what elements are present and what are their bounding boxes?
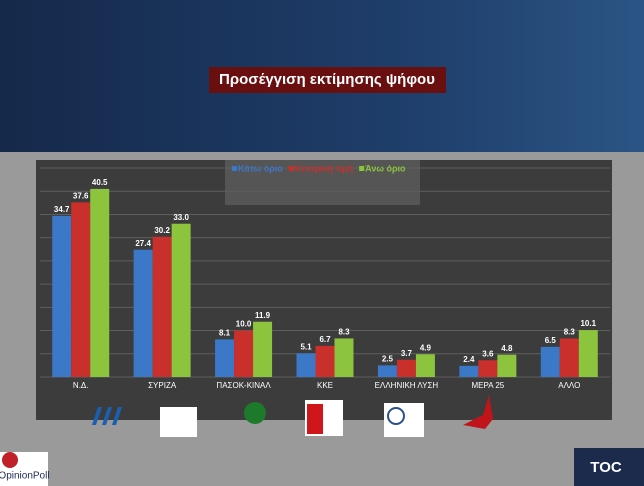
x-tick-label: ΜΕΡΑ 25 — [471, 381, 504, 390]
bar — [377, 365, 397, 377]
bar — [71, 202, 91, 377]
x-tick-label: ΕΛΛΗΝΙΚΗ ΛΥΣΗ — [375, 381, 439, 390]
legend-swatch — [288, 166, 294, 171]
value-label: 34.7 — [54, 205, 70, 214]
bar — [315, 345, 335, 377]
logo-syriza — [160, 407, 197, 437]
value-label: 10.0 — [236, 320, 252, 329]
bar — [396, 359, 416, 377]
title-box — [209, 67, 446, 93]
bar — [133, 249, 153, 377]
pollster-mark — [2, 452, 18, 468]
value-label: 11.9 — [255, 311, 271, 320]
logos — [92, 395, 493, 437]
bar — [578, 330, 598, 377]
value-label: 40.5 — [92, 178, 108, 187]
logo-el-mark — [387, 407, 405, 425]
bar — [52, 215, 72, 377]
bar — [497, 354, 517, 377]
logo-nd — [92, 407, 122, 425]
value-label: 4.9 — [420, 343, 432, 352]
logo-mera25 — [463, 395, 493, 429]
value-label: 6.5 — [545, 336, 557, 345]
value-label: 27.4 — [135, 239, 151, 248]
value-label: 2.4 — [463, 355, 475, 364]
value-label: 10.1 — [580, 319, 596, 328]
bar — [152, 236, 172, 377]
value-label: 6.7 — [319, 335, 331, 344]
bar — [171, 223, 191, 377]
value-label: 3.6 — [482, 349, 494, 358]
x-tick-label: Ν.Δ. — [73, 381, 89, 390]
bar — [334, 338, 354, 377]
logo-pasok — [244, 402, 266, 424]
value-label: 8.3 — [338, 328, 350, 337]
value-label: 30.2 — [154, 226, 170, 235]
value-label: 33.0 — [173, 213, 189, 222]
bar — [215, 339, 235, 377]
channel-logo — [574, 448, 644, 486]
legend-swatch — [359, 166, 365, 171]
legend-swatch — [232, 166, 237, 171]
bar — [415, 354, 435, 377]
logo-kke — [307, 404, 323, 434]
chart-title: Προσέγγιση εκτίμησης ψήφου — [219, 71, 435, 88]
value-label: 8.1 — [219, 328, 231, 337]
bar — [234, 330, 254, 377]
x-tick-label: ΑΛΛΟ — [558, 381, 580, 390]
bar — [296, 353, 316, 377]
value-label: 37.6 — [73, 191, 89, 200]
x-tick-label: ΚΚΕ — [317, 381, 333, 390]
pollster-name: OpinionPoll — [0, 471, 50, 482]
legend-label: Κάτω όριο — [238, 163, 283, 173]
value-label: 3.7 — [401, 349, 413, 358]
bar — [90, 188, 110, 377]
bar — [253, 321, 273, 377]
legend-label: Κεντρική τιμή — [295, 163, 353, 173]
bar — [540, 346, 560, 377]
bar — [559, 338, 579, 377]
bar — [459, 365, 479, 377]
value-label: 4.8 — [501, 344, 513, 353]
value-label: 2.5 — [382, 354, 394, 363]
legend-label: Άνω όριο — [365, 163, 406, 173]
bar — [478, 360, 498, 377]
x-tick-label: ΣΥΡΙΖΑ — [148, 381, 177, 390]
x-tick-label: ΠΑΣΟΚ-ΚΙΝΑΛ — [216, 381, 271, 390]
value-label: 8.3 — [564, 328, 576, 337]
channel-name: TOC — [590, 459, 622, 476]
value-label: 5.1 — [300, 342, 312, 351]
